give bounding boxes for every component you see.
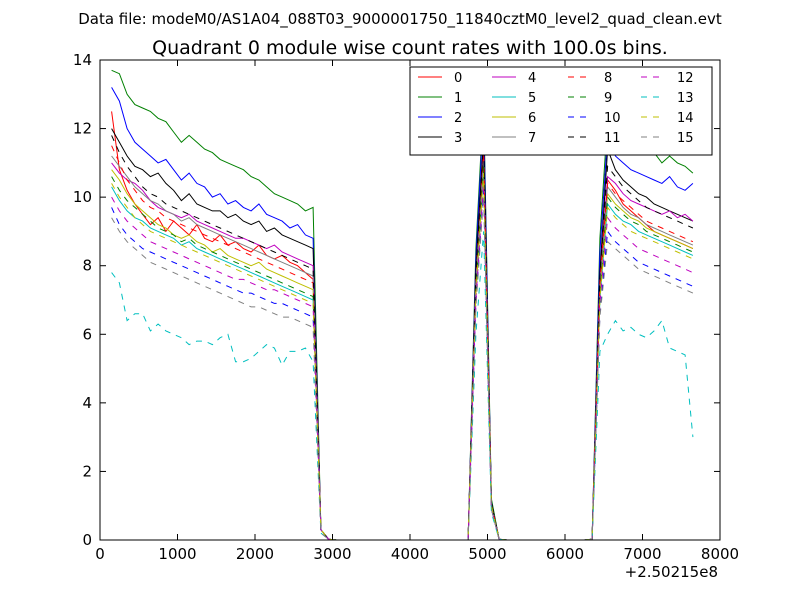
- y-tick-label: 6: [82, 325, 92, 343]
- y-tick-label: 14: [73, 51, 92, 69]
- legend-label-12: 12: [677, 71, 694, 86]
- legend-label-2: 2: [454, 111, 462, 126]
- legend-label-15: 15: [677, 131, 694, 146]
- chart-suptitle: Data file: modeM0/AS1A04_088T03_90000017…: [78, 10, 722, 29]
- y-tick-label: 0: [82, 531, 92, 549]
- x-tick-label: 4000: [391, 545, 429, 563]
- chart-title: Quadrant 0 module wise count rates with …: [152, 37, 668, 59]
- y-tick-label: 10: [73, 188, 92, 206]
- x-axis: 0 1000 2000 3000 4000 5000 6000 7000 8000: [95, 60, 739, 563]
- legend-label-13: 13: [677, 91, 694, 106]
- x-tick-label: 7000: [623, 545, 661, 563]
- series-line-12: [111, 183, 694, 541]
- legend-label-14: 14: [677, 111, 694, 126]
- x-tick-label: 2000: [236, 545, 274, 563]
- x-tick-label: 3000: [313, 545, 351, 563]
- legend-label-3: 3: [454, 131, 462, 146]
- series-line-13: [111, 231, 694, 541]
- legend-frame: [409, 66, 713, 156]
- x-tick-label: 5000: [468, 545, 506, 563]
- legend-label-5: 5: [528, 91, 536, 106]
- y-tick-label: 12: [73, 120, 92, 138]
- series-line-10: [111, 190, 694, 541]
- legend-label-1: 1: [454, 91, 462, 106]
- legend-label-7: 7: [528, 131, 536, 146]
- legend-label-8: 8: [604, 71, 612, 86]
- x-tick-label: 0: [95, 545, 105, 563]
- x-tick-label: 6000: [546, 545, 584, 563]
- legend-label-6: 6: [528, 111, 536, 126]
- y-tick-label: 2: [82, 462, 92, 480]
- legend-label-10: 10: [604, 111, 621, 126]
- legend-label-4: 4: [528, 71, 536, 86]
- series-line-7: [111, 155, 694, 541]
- y-tick-label: 8: [82, 257, 92, 275]
- x-offset-label: +2.50215e8: [625, 563, 718, 581]
- x-tick-label: 8000: [701, 545, 739, 563]
- x-tick-label: 1000: [158, 545, 196, 563]
- legend-label-9: 9: [604, 91, 612, 106]
- legend-label-11: 11: [604, 131, 621, 146]
- y-tick-label: 4: [82, 394, 92, 412]
- legend-label-0: 0: [454, 71, 462, 86]
- series-line-15: [111, 197, 694, 541]
